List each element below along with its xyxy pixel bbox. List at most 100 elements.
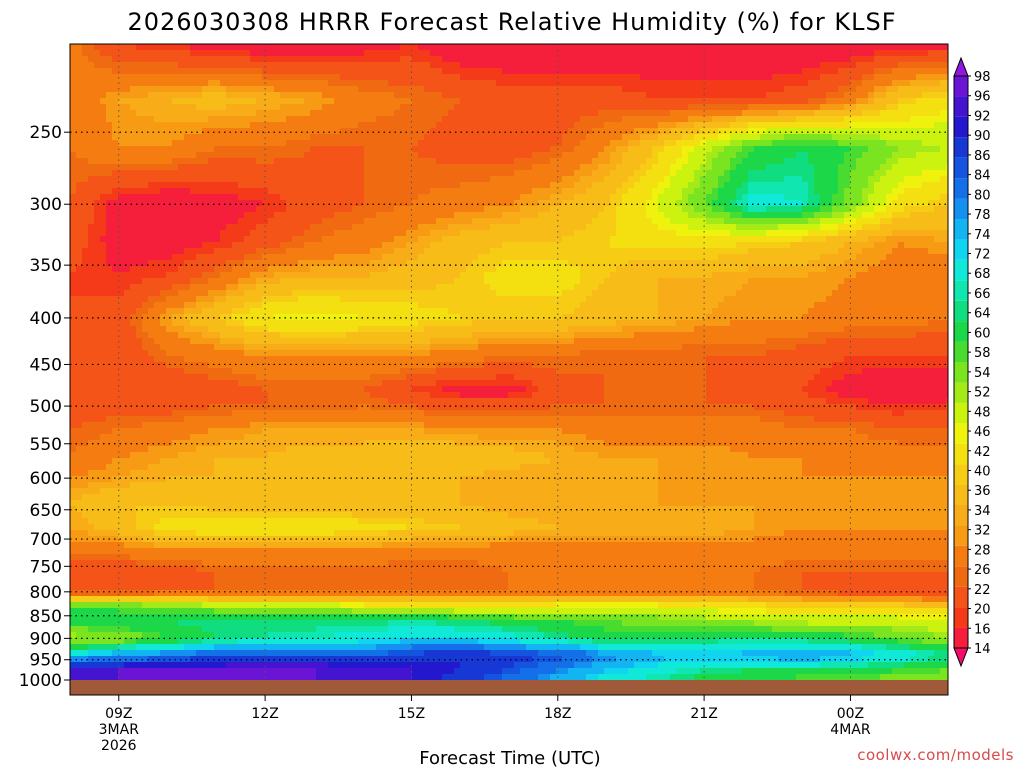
rh-cell (544, 44, 551, 51)
rh-cell (664, 86, 671, 93)
rh-cell (112, 170, 119, 177)
rh-cell (292, 98, 299, 105)
rh-cell (934, 122, 941, 129)
rh-cell (460, 146, 467, 153)
rh-cell (466, 104, 473, 111)
rh-cell (892, 80, 899, 87)
rh-cell (358, 86, 365, 93)
rh-cell (250, 188, 257, 195)
rh-cell (712, 158, 719, 165)
rh-cell (454, 44, 461, 51)
rh-cell (364, 188, 371, 195)
rh-cell (712, 62, 719, 69)
rh-cell (760, 104, 767, 111)
rh-cell (262, 158, 269, 165)
rh-cell (850, 188, 857, 195)
rh-cell (568, 152, 575, 159)
rh-cell (280, 194, 287, 201)
rh-cell (268, 176, 275, 183)
rh-cell (262, 128, 269, 135)
rh-cell (856, 152, 863, 159)
rh-cell (202, 50, 209, 57)
rh-cell (292, 50, 299, 57)
rh-cell (604, 44, 611, 51)
rh-cell (592, 152, 599, 159)
rh-cell (646, 56, 653, 63)
rh-cell (856, 80, 863, 87)
rh-cell (568, 242, 575, 249)
rh-cell (922, 242, 929, 249)
rh-cell (598, 116, 605, 123)
rh-cell (754, 182, 761, 189)
rh-cell (646, 116, 653, 123)
rh-cell (718, 188, 725, 195)
rh-cell (292, 242, 299, 249)
rh-cell (430, 122, 437, 129)
rh-cell (586, 242, 593, 249)
rh-cell (574, 68, 581, 75)
rh-cell (250, 218, 257, 225)
rh-cell (220, 152, 227, 159)
rh-cell (154, 170, 161, 177)
rh-cell (436, 182, 443, 189)
rh-cell (880, 104, 887, 111)
rh-cell (298, 86, 305, 93)
rh-cell (250, 50, 257, 57)
rh-cell (634, 104, 641, 111)
rh-cell (766, 200, 773, 207)
rh-cell (586, 128, 593, 135)
rh-cell (916, 80, 923, 87)
rh-cell (118, 194, 125, 201)
rh-cell (448, 128, 455, 135)
rh-cell (562, 212, 569, 219)
rh-cell (154, 80, 161, 87)
rh-cell (940, 176, 947, 183)
rh-cell (910, 122, 917, 129)
rh-cell (220, 110, 227, 117)
rh-cell (316, 206, 323, 213)
rh-cell (394, 122, 401, 129)
rh-cell (886, 86, 893, 93)
rh-cell (526, 44, 533, 51)
rh-cell (358, 242, 365, 249)
rh-cell (706, 182, 713, 189)
rh-cell (256, 218, 263, 225)
rh-cell (238, 92, 245, 99)
rh-cell (184, 110, 191, 117)
rh-cell (688, 128, 695, 135)
rh-cell (736, 116, 743, 123)
rh-cell (658, 164, 665, 171)
rh-cell (82, 206, 89, 213)
rh-cell (868, 110, 875, 117)
rh-cell (814, 218, 821, 225)
rh-cell (934, 152, 941, 159)
rh-cell (304, 176, 311, 183)
rh-cell (154, 230, 161, 237)
rh-cell (568, 134, 575, 141)
rh-cell (520, 104, 527, 111)
rh-cell (742, 44, 749, 51)
rh-cell (682, 62, 689, 69)
rh-cell (160, 146, 167, 153)
rh-cell (850, 50, 857, 57)
rh-cell (280, 74, 287, 81)
rh-cell (778, 152, 785, 159)
rh-cell (904, 188, 911, 195)
rh-cell (520, 182, 527, 189)
rh-cell (760, 74, 767, 81)
rh-cell (304, 116, 311, 123)
rh-cell (628, 182, 635, 189)
rh-cell (430, 194, 437, 201)
rh-cell (754, 80, 761, 87)
rh-cell (868, 176, 875, 183)
rh-cell (520, 62, 527, 69)
rh-cell (340, 122, 347, 129)
rh-cell (616, 68, 623, 75)
rh-cell (616, 224, 623, 231)
rh-cell (148, 242, 155, 249)
rh-cell (844, 224, 851, 231)
rh-cell (298, 176, 305, 183)
rh-cell (826, 182, 833, 189)
rh-cell (562, 92, 569, 99)
rh-cell (364, 104, 371, 111)
